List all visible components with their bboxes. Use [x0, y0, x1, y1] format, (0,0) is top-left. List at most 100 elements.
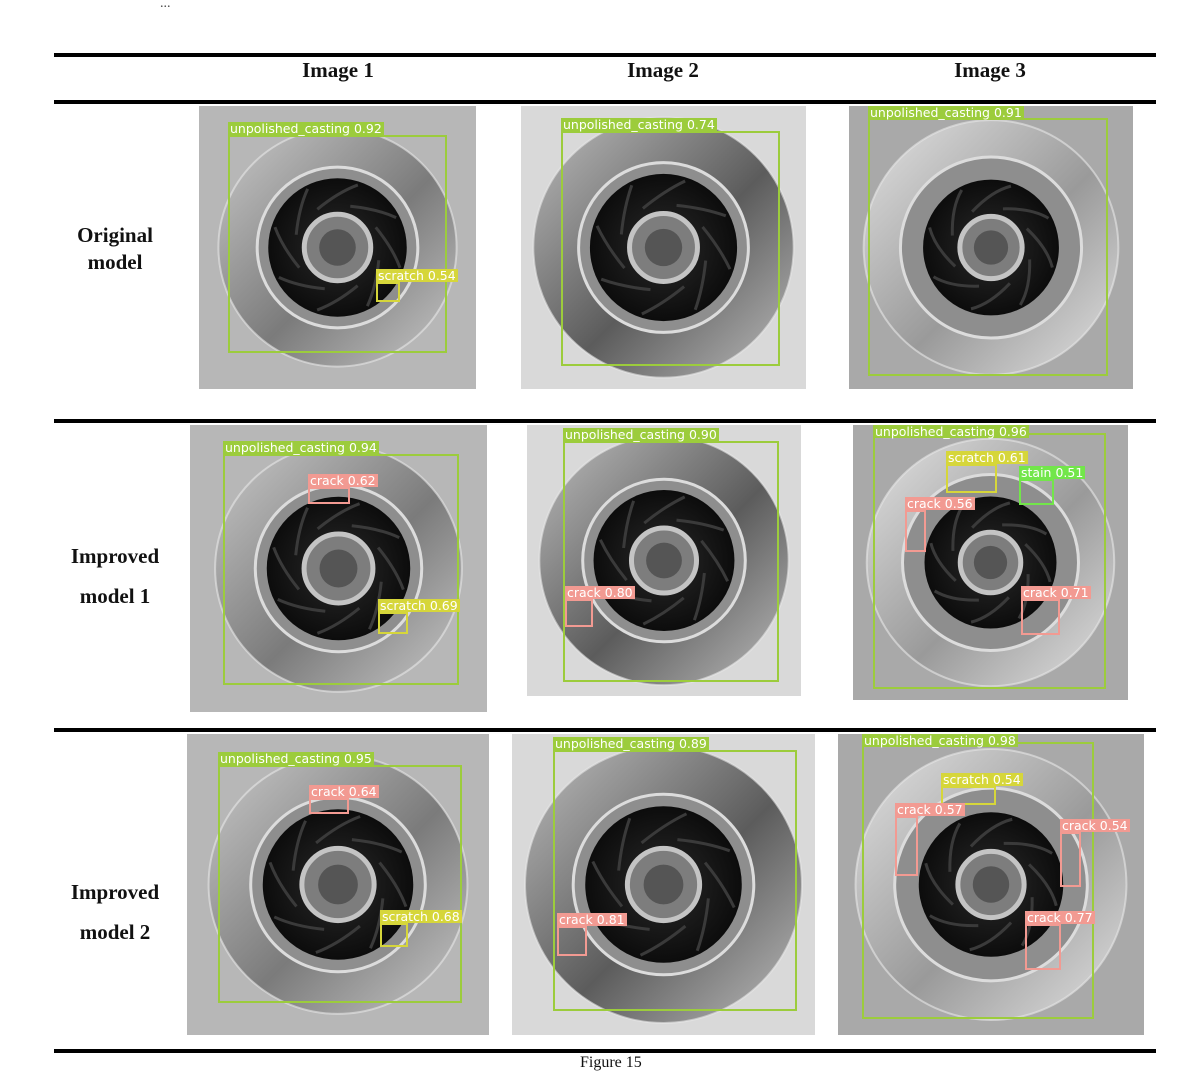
detection-label: scratch 0.68	[380, 910, 462, 923]
detection-class: unpolished_casting	[870, 106, 990, 120]
detection-label: scratch 0.69	[378, 599, 460, 612]
detection-class: crack	[1023, 585, 1057, 600]
detection-score: 0.69	[429, 598, 458, 613]
detection-label: unpolished_casting 0.95	[218, 752, 374, 765]
detection-label: scratch 0.54	[941, 773, 1023, 786]
detection-score: 0.77	[1064, 910, 1093, 925]
detection-class: unpolished_casting	[565, 427, 685, 442]
detection-score: 0.98	[987, 734, 1016, 748]
detection-box-crack	[308, 487, 350, 504]
detection-box-casting	[553, 750, 797, 1011]
row-label-line: model 2	[79, 920, 151, 944]
detection-score: 0.81	[596, 912, 625, 927]
detection-class: scratch	[948, 450, 994, 465]
detection-label: unpolished_casting 0.74	[561, 118, 717, 131]
detection-score: 0.89	[678, 736, 707, 751]
detection-box-scratch	[376, 282, 400, 302]
detection-box-crack	[1025, 924, 1061, 970]
casting-photo	[527, 425, 801, 696]
detection-label: crack 0.77	[1025, 911, 1095, 924]
detection-image-cell: unpolished_casting 0.89 crack 0.81	[512, 734, 815, 1035]
detection-box-casting	[561, 131, 780, 366]
table-bottom-rule	[54, 1049, 1156, 1053]
detection-class: unpolished_casting	[555, 736, 675, 751]
detection-class: unpolished_casting	[220, 751, 340, 766]
detection-label: crack 0.62	[308, 474, 378, 487]
detection-box-crack	[905, 510, 926, 552]
detection-class: unpolished_casting	[864, 734, 984, 748]
figure-caption: Figure 15	[580, 1054, 642, 1071]
detection-label: crack 0.56	[905, 497, 975, 510]
detection-label: crack 0.80	[565, 586, 635, 599]
detection-box-scratch	[380, 923, 408, 947]
table-top-rule	[54, 53, 1156, 57]
column-header-2: Image 2	[627, 58, 699, 82]
detection-label: unpolished_casting 0.91	[868, 106, 1024, 119]
row-label-line: Original	[77, 223, 153, 247]
row-rule-1	[54, 419, 1156, 423]
row-label-original: Original model	[40, 222, 190, 276]
detection-score: 0.74	[686, 117, 715, 132]
detection-score: 0.54	[427, 268, 456, 283]
detection-score: 0.54	[992, 772, 1021, 787]
detection-score: 0.51	[1055, 465, 1084, 480]
detection-image-cell: unpolished_casting 0.98 scratch 0.54 crack…	[838, 734, 1144, 1035]
detection-score: 0.92	[353, 121, 382, 136]
detection-score: 0.96	[998, 425, 1027, 439]
detection-label: crack 0.71	[1021, 586, 1091, 599]
detection-label: crack 0.54	[1060, 819, 1130, 832]
detection-image-cell: unpolished_casting 0.96 scratch 0.61 stain…	[853, 425, 1128, 700]
detection-image-cell: unpolished_casting 0.91	[849, 106, 1133, 389]
detection-image-cell: unpolished_casting 0.92 scratch 0.54	[199, 106, 476, 389]
detection-class: crack	[559, 912, 593, 927]
detection-label: unpolished_casting 0.90	[563, 428, 719, 441]
row-label-improved-1: Improved model 1	[40, 536, 190, 616]
casting-photo	[199, 106, 476, 389]
detection-box-crack	[1021, 599, 1060, 635]
detection-box-casting	[218, 765, 462, 1003]
detection-box-scratch	[941, 786, 996, 805]
detection-image-cell: unpolished_casting 0.74	[521, 106, 806, 389]
detection-class: scratch	[380, 598, 426, 613]
detection-box-scratch	[378, 612, 408, 634]
casting-photo	[190, 425, 487, 712]
row-label-line: model	[87, 250, 143, 274]
detection-box-crack	[557, 926, 587, 956]
detection-score: 0.57	[934, 802, 963, 817]
detection-image-cell: unpolished_casting 0.90 crack 0.80	[527, 425, 801, 696]
detection-class: unpolished_casting	[563, 117, 683, 132]
detection-class: crack	[1027, 910, 1061, 925]
detection-class: scratch	[382, 909, 428, 924]
detection-box-crack	[565, 599, 593, 627]
detection-score: 0.64	[348, 784, 377, 799]
casting-photo	[849, 106, 1133, 389]
detection-class: stain	[1021, 465, 1052, 480]
row-label-line: Improved	[70, 880, 160, 904]
detection-image-cell: unpolished_casting 0.95 crack 0.64 scratch…	[187, 734, 489, 1035]
detection-image-cell: unpolished_casting 0.94 crack 0.62 scratch…	[190, 425, 487, 712]
detection-label: unpolished_casting 0.92	[228, 122, 384, 135]
detection-label: crack 0.57	[895, 803, 965, 816]
detection-score: 0.54	[1099, 818, 1128, 833]
detection-class: crack	[311, 784, 345, 799]
detection-score: 0.61	[997, 450, 1026, 465]
detection-box-casting	[223, 454, 459, 685]
detection-score: 0.80	[604, 585, 633, 600]
detection-label: unpolished_casting 0.94	[223, 441, 379, 454]
detection-class: unpolished_casting	[225, 440, 345, 455]
casting-photo	[512, 734, 815, 1035]
detection-score: 0.62	[347, 473, 376, 488]
header-cut-text: ...	[160, 0, 171, 11]
detection-label: stain 0.51	[1019, 465, 1086, 480]
detection-score: 0.94	[348, 440, 377, 455]
detection-class: crack	[897, 802, 931, 817]
detection-label: unpolished_casting 0.96	[873, 425, 1029, 438]
row-label-improved-2: Improved model 2	[40, 872, 190, 952]
detection-class: crack	[567, 585, 601, 600]
row-label-line: model 1	[79, 584, 151, 608]
detection-box-crack	[895, 816, 918, 876]
detection-box-casting	[868, 118, 1108, 376]
detection-class: crack	[1062, 818, 1096, 833]
header-rule	[54, 100, 1156, 104]
detection-score: 0.56	[944, 496, 973, 511]
